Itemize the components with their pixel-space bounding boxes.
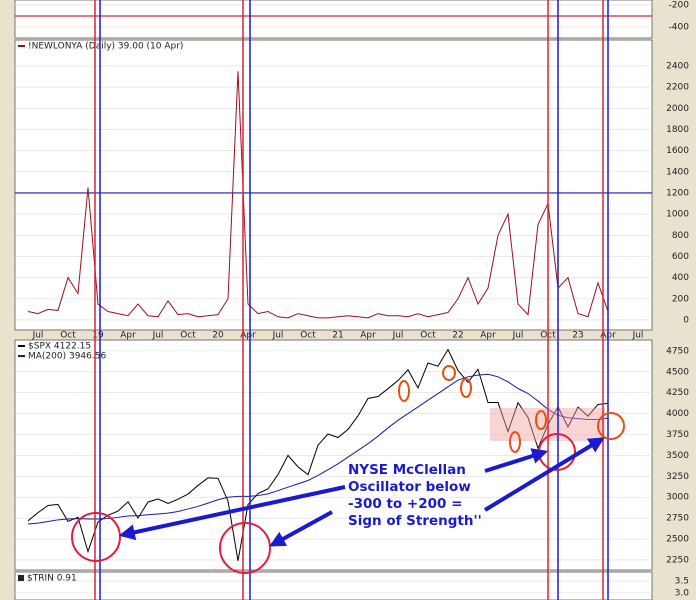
panel (14, 339, 653, 571)
arrow (483, 437, 605, 512)
y-tick-label: 400 (672, 273, 689, 283)
series-line (27, 348, 609, 561)
y-tick-label: 4750 (666, 346, 689, 356)
legend-entry: MA(200) 3946.56 (28, 352, 106, 362)
plot (27, 71, 609, 319)
y-tick-label: 3.5 (675, 577, 689, 587)
x-tick-label: 22 (452, 331, 463, 341)
highlight-circle (442, 365, 456, 381)
panel (14, 571, 653, 600)
x-tick-label: Apr (360, 331, 376, 341)
arrow (484, 448, 549, 473)
x-tick-label: Jul (392, 331, 404, 341)
y-tick-label: 0 (683, 315, 689, 325)
x-tick-label: Jul (512, 331, 524, 341)
x-tick-label: Apr (480, 331, 496, 341)
x-tick-label: 23 (572, 331, 583, 341)
x-tick-label: Apr (240, 331, 256, 341)
panel (14, 39, 653, 331)
y-tick-label: 2200 (666, 83, 689, 93)
arrow (269, 510, 333, 547)
highlight-circle (535, 410, 547, 430)
y-tick-label: 4500 (666, 367, 689, 377)
x-tick-label: Jul (32, 331, 44, 341)
y-tick-label: 3.0 (675, 588, 690, 598)
y-tick-label: 1600 (666, 146, 689, 156)
y-tick-label: 1200 (666, 188, 689, 198)
y-tick-label: 1000 (666, 210, 689, 220)
legend-entry: !NEWLONYA (Daily) 39.00 (10 Apr) (28, 42, 183, 52)
arrow (118, 485, 346, 541)
y-tick-label: 2250 (666, 555, 689, 565)
y-tick-label: 800 (672, 231, 689, 241)
y-tick-label: 4250 (666, 388, 689, 398)
x-tick-label: Oct (420, 331, 436, 341)
y-tick-label: 3500 (666, 451, 689, 461)
legend-swatch (18, 575, 24, 581)
x-tick-label: Apr (120, 331, 136, 341)
legend-entry: $SPX 4122.15 (28, 342, 91, 352)
x-tick-label: Oct (300, 331, 316, 341)
annotation: NYSE McClellan Oscillator below -300 to … (348, 462, 482, 529)
plot (27, 348, 609, 561)
y-tick-label: 3750 (666, 430, 689, 440)
y-tick-label: 4000 (666, 409, 689, 419)
y-tick-label: 200 (672, 294, 689, 304)
y-tick-label: 3000 (666, 493, 689, 503)
y-tick-label: 2750 (666, 514, 689, 524)
y-tick-label: -200 (669, 0, 690, 10)
series-line (27, 71, 609, 319)
highlight-circle (398, 380, 410, 402)
y-tick-label: 2000 (666, 104, 689, 114)
panel (14, 0, 653, 39)
x-tick-label: Jul (272, 331, 284, 341)
x-tick-label: Jul (632, 331, 644, 341)
y-tick-label: 3250 (666, 472, 689, 482)
x-tick-label: Oct (60, 331, 76, 341)
y-tick-label: 2400 (666, 61, 689, 71)
highlight-circle (509, 431, 521, 453)
annotations (71, 0, 625, 600)
y-tick-label: -400 (669, 22, 690, 32)
y-tick-label: 600 (672, 252, 689, 262)
x-tick-label: Jul (152, 331, 164, 341)
y-tick-label: 1400 (666, 167, 689, 177)
x-tick-label: 19 (92, 331, 104, 341)
panel-title: $TRIN 0.91 (27, 574, 77, 584)
highlight-circle (597, 412, 625, 440)
y-tick-label: 2500 (666, 535, 689, 545)
y-tick-label: 1800 (666, 125, 689, 135)
series-line (27, 373, 609, 525)
highlight-circle (460, 378, 472, 398)
x-tick-label: 20 (212, 331, 224, 341)
x-tick-label: 21 (332, 331, 343, 341)
highlight-circle (219, 522, 271, 574)
x-tick-label: Oct (180, 331, 196, 341)
